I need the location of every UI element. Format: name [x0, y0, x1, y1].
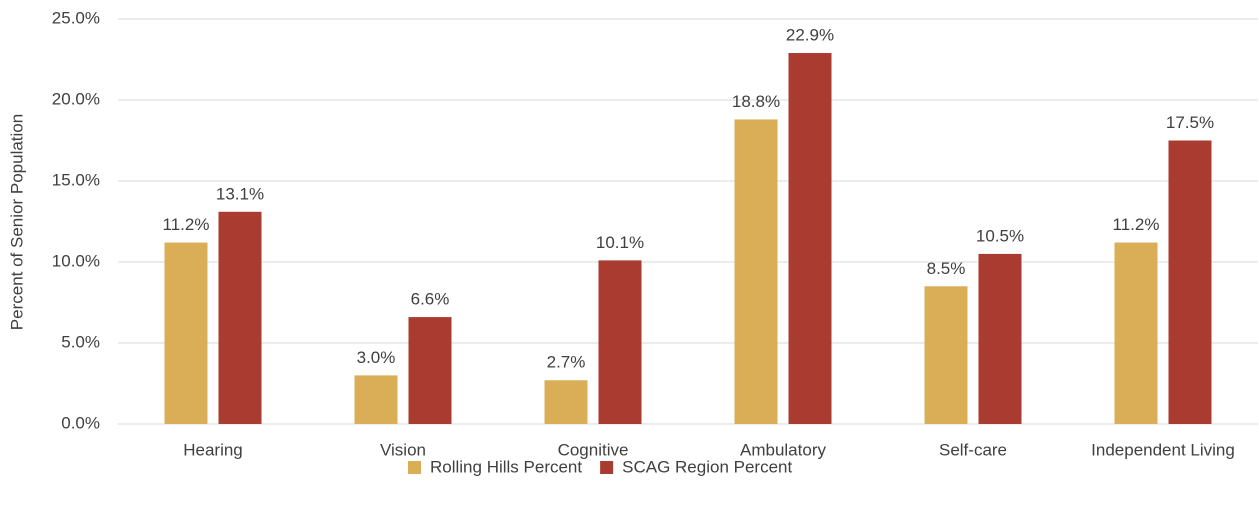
y-tick-label: 25.0%	[52, 8, 100, 27]
data-label: 3.0%	[357, 348, 396, 367]
data-label: 11.2%	[163, 215, 210, 234]
data-label: 10.1%	[596, 233, 644, 252]
bar	[734, 119, 778, 424]
bar	[1114, 242, 1158, 424]
x-tick-label: Cognitive	[558, 440, 629, 459]
data-label: 17.5%	[1166, 113, 1214, 132]
data-label: 10.5%	[976, 226, 1024, 245]
legend-swatch	[408, 461, 421, 474]
legend-label: SCAG Region Percent	[622, 457, 792, 476]
data-label: 13.1%	[216, 184, 264, 203]
bar	[598, 260, 642, 424]
y-axis-label: Percent of Senior Population	[7, 114, 26, 330]
y-tick-label: 10.0%	[52, 251, 100, 270]
legend-label: Rolling Hills Percent	[430, 457, 582, 476]
data-label: 8.5%	[927, 259, 966, 278]
bar	[218, 211, 262, 424]
x-tick-label: Self-care	[939, 440, 1007, 459]
x-tick-label: Hearing	[183, 440, 243, 459]
data-label: 22.9%	[786, 26, 834, 45]
bar	[354, 375, 398, 424]
bar	[1168, 140, 1212, 424]
data-label: 2.7%	[547, 353, 586, 372]
data-label: 18.8%	[732, 92, 780, 111]
y-tick-label: 20.0%	[52, 89, 100, 108]
x-tick-label: Vision	[380, 440, 426, 459]
bar	[544, 380, 588, 424]
data-label: 11.2%	[1113, 215, 1160, 234]
y-tick-label: 0.0%	[61, 413, 100, 432]
bar	[408, 317, 452, 424]
bar	[788, 53, 832, 425]
bar	[978, 253, 1022, 424]
x-tick-label: Independent Living	[1091, 440, 1235, 459]
x-tick-label: Ambulatory	[740, 440, 826, 459]
y-tick-label: 15.0%	[52, 170, 100, 189]
legend-swatch	[600, 461, 614, 474]
data-label: 6.6%	[411, 290, 450, 309]
bar	[924, 286, 968, 424]
y-tick-label: 5.0%	[61, 332, 100, 351]
bar	[164, 242, 208, 424]
